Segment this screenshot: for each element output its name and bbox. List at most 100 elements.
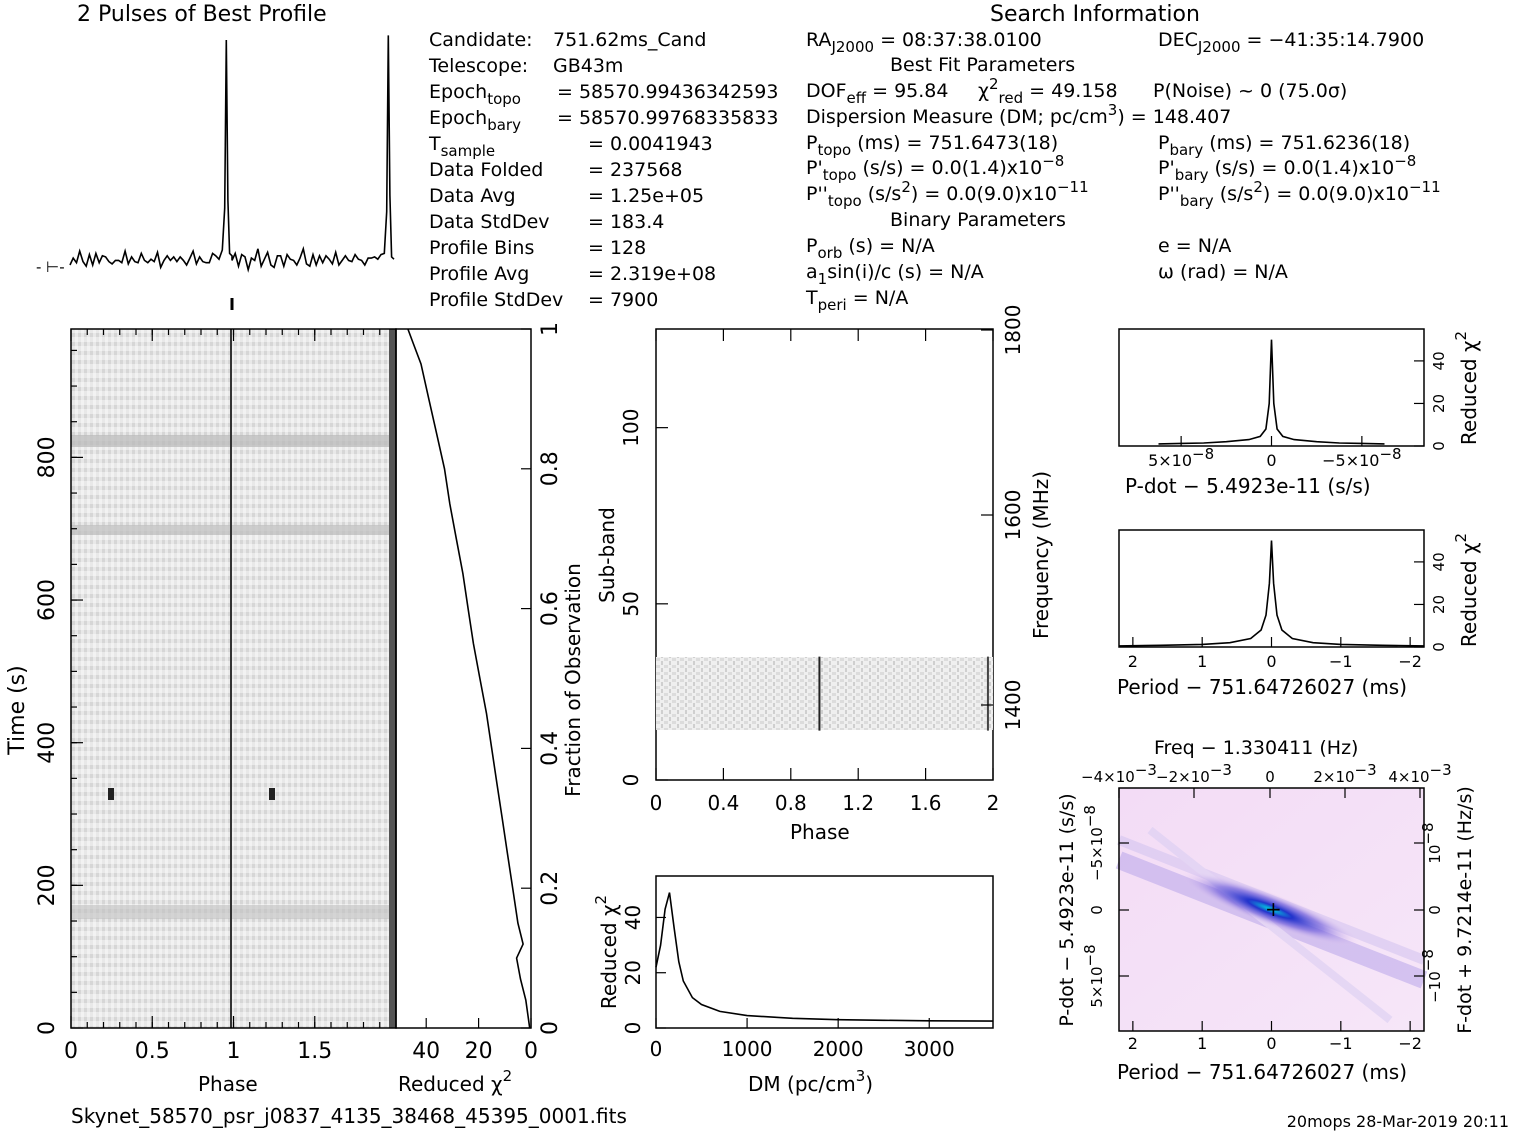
subband-phase-tick-label: 2 <box>987 791 1000 815</box>
chi-time-xlabel: Reduced χ2 <box>398 1067 512 1096</box>
time-tick-label: 600 <box>35 579 60 621</box>
dm-frame <box>655 875 994 1029</box>
filename: Skynet_58570_psr_j0837_4135_38468_45395_… <box>71 1104 627 1128</box>
frequency-tick-label: 1600 <box>1001 490 1025 541</box>
frequency-tick-label: 1400 <box>1001 680 1025 731</box>
pdot-plot: 5×10−8 0 −5×10−8 0 20 40 P-dot − 5.4923e-11 (… <box>1118 328 1481 498</box>
fraction-tick-label: 0.2 <box>538 871 563 906</box>
dm-chi-tick-label: 20 <box>621 960 645 985</box>
time-tick-label: 400 <box>35 722 60 764</box>
profile-avg-label: Profile Avg <box>429 263 529 285</box>
chi-time-curve: 40 20 00 0.2 0.4 0.6 0.8 1 <box>407 322 563 1064</box>
frequency-label: Frequency (MHz) <box>1029 471 1053 639</box>
e-value: e = N/A <box>1158 235 1231 257</box>
best-fit-header: Best Fit Parameters <box>890 54 1075 76</box>
frequency-tick-label: 1800 <box>1001 305 1025 356</box>
pdot-chi-tick-label: 20 <box>1430 394 1448 413</box>
pdot-tick-label: −5×10−8 <box>1322 445 1401 470</box>
p-pdot-axes: 2 1 0 −1 −2 −4×10−3 −2×10−3 0 2×10−3 4×10−3 5×10−8… <box>1081 761 1452 1053</box>
chi-vs-time-plot: 40 20 00 0.2 0.4 0.6 0.8 1 Reduced χ2 Fraction … <box>395 322 585 1096</box>
pddot-topo-value: P''topo (s/s2) = 0.0(9.0)x10−11 <box>806 178 1089 210</box>
fraction-tick-label: 0 <box>538 1021 563 1035</box>
profile-bins-label: Profile Bins <box>429 237 534 259</box>
epoch-topo-value: = 58570.99436342593 <box>557 81 778 103</box>
profile-error-bar-icon: - ⊢- <box>36 258 65 276</box>
dm-curve: 0 1000 2000 3000 0 20 40 <box>621 892 994 1061</box>
pdot-xlabel: P-dot − 5.4923e-11 (s/s) <box>1125 474 1371 498</box>
t-peri-value: Tperi = N/A <box>805 287 908 314</box>
time-tick-label: 0 <box>35 1021 60 1035</box>
period-tick-label: 0 <box>1266 652 1276 671</box>
p-noise-value: P(Noise) ~ 0 (75.0σ) <box>1153 80 1347 102</box>
candidate-value: 751.62ms_Cand <box>553 29 706 51</box>
freq-tick-label: −4×10−3 <box>1081 761 1157 786</box>
profile-bins-value: = 128 <box>588 237 646 259</box>
a1sini-value: a1sin(i)/c (s) = N/A <box>806 261 984 288</box>
subband-data <box>656 657 993 730</box>
subband-plot: 0 0.4 0.8 1.2 1.6 2 0 50 100 1400 1600 1800 Phase S… <box>595 305 1053 844</box>
telescope-value: GB43m <box>553 55 623 77</box>
p-pdot-x-tick-label: −1 <box>1329 1034 1353 1053</box>
best-profile-plot <box>69 35 395 273</box>
period-chi-tick-label: 40 <box>1430 552 1448 571</box>
profile-curve <box>69 35 395 273</box>
dof-value: DOFeff = 95.84 <box>806 80 949 107</box>
fraction-label: Fraction of Observation <box>561 563 585 797</box>
dm-chi-tick-label: 40 <box>621 905 645 930</box>
epoch-bary-label: Epochbary <box>429 107 521 134</box>
period-tick-label: −2 <box>1398 652 1422 671</box>
period-ylabel: Reduced χ2 <box>1452 533 1481 647</box>
best-fit-marker: + <box>1265 897 1282 921</box>
dm-xlabel: DM (pc/cm3) <box>748 1067 873 1096</box>
data-stddev-label: Data StdDev <box>429 211 550 233</box>
p-pdot-peak <box>1181 871 1359 947</box>
p-pdot-plane: + 2 1 0 −1 −2 −4×10−3 −2×10−3 0 2×10−3 4×10−3 5×10… <box>1056 737 1476 1084</box>
subband-axes: 0 0.4 0.8 1.2 1.6 2 0 50 100 1400 1600 1800 <box>619 305 1025 815</box>
p-pdot-x-tick-label: 0 <box>1266 1034 1276 1053</box>
subband-tick-label: 100 <box>619 409 643 447</box>
period-chi-tick-label: 20 <box>1430 595 1448 614</box>
profile-avg-value: = 2.319e+08 <box>588 263 716 285</box>
freq-tick-label: 2×10−3 <box>1313 761 1376 786</box>
fraction-tick-label: 1 <box>538 322 563 336</box>
chi-time-line <box>407 328 531 1029</box>
period-tick-label: −1 <box>1329 652 1353 671</box>
binary-header: Binary Parameters <box>890 209 1066 231</box>
data-stddev-value: = 183.4 <box>588 211 664 233</box>
dec-value: DECJ2000 = −41:35:14.7900 <box>1158 29 1424 56</box>
profile-stddev-label: Profile StdDev <box>429 289 563 311</box>
time-tick-label: 200 <box>35 864 60 906</box>
pdot-chi-tick-label: 40 <box>1430 351 1448 370</box>
epoch-bary-value: = 58570.99768335833 <box>557 107 778 129</box>
subband-frame <box>655 328 994 781</box>
dm-chi-tick-label: 0 <box>621 1022 645 1035</box>
ra-value: RAJ2000 = 08:37:38.0100 <box>806 29 1042 56</box>
fraction-tick-label: 0.4 <box>538 731 563 766</box>
time-phase-plot: 0 0.5 1 1.5 0 200 400 600 800 Phase Time (s) <box>5 298 397 1096</box>
chi-tick-label: 40 <box>412 1039 440 1064</box>
data-folded-label: Data Folded <box>429 159 543 181</box>
rfi-spot <box>108 788 114 800</box>
time-phase-axes: 0 0.5 1 1.5 0 200 400 600 800 <box>35 329 381 1064</box>
dm-ylabel: Reduced χ2 <box>592 895 621 1009</box>
p-topo-value: Ptopo (ms) = 751.6473(18) <box>806 132 1058 159</box>
p-pdot-ylabel: P-dot − 5.4923e-11 (s/s) <box>1056 793 1078 1026</box>
period-tick-label: 2 <box>1128 652 1138 671</box>
candidate-label: Candidate: <box>429 29 533 51</box>
profile-stddev-value: = 7900 <box>588 289 658 311</box>
freq-tick-label: −2×10−3 <box>1156 761 1232 786</box>
p-pdot-x-tick-label: 1 <box>1197 1034 1207 1053</box>
p-pdot-xlabel: Period − 751.64726027 (ms) <box>1117 1060 1407 1084</box>
phase-tick-label: 1 <box>227 1039 241 1064</box>
chi2-value: χ2red = 49.158 <box>978 75 1118 107</box>
dm-tick-label: 3000 <box>904 1037 955 1061</box>
fdot-label: F-dot + 9.7214e-11 (Hz/s) <box>1454 786 1476 1034</box>
pdot-topo-value: P'topo (s/s) = 0.0(1.4)x10−8 <box>806 152 1064 184</box>
period-chi-tick-label: 0 <box>1430 642 1448 652</box>
fraction-tick-label: 0.8 <box>538 451 563 486</box>
time-phase-edge <box>389 329 396 1028</box>
phase-tick-label: 0.5 <box>135 1039 170 1064</box>
